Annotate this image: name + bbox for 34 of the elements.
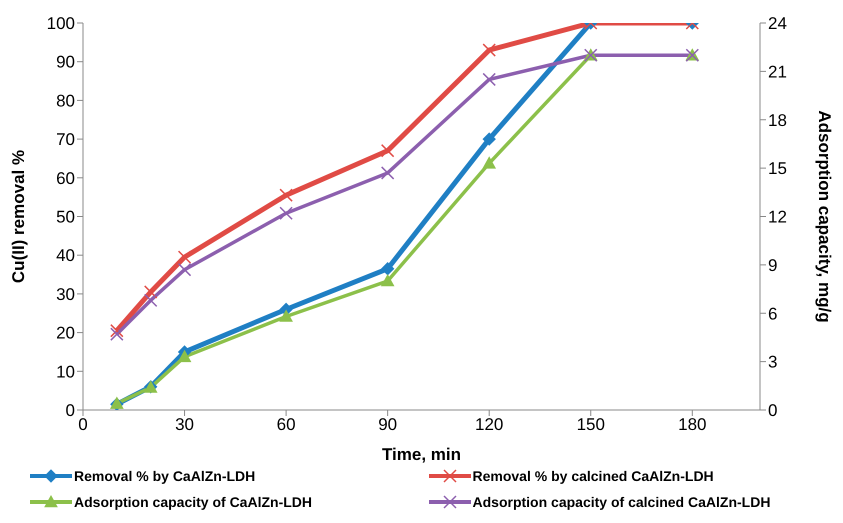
y2-tick-label: 3 (768, 352, 778, 372)
y2-tick-label: 0 (768, 401, 778, 420)
y2-tick-label: 21 (768, 62, 787, 82)
legend-label: Adsorption capacity of calcined CaAlZn-LDH (472, 494, 770, 510)
x-tick-label: 180 (678, 415, 706, 434)
y-tick-label: 10 (56, 362, 75, 382)
y-tick-label: 0 (66, 401, 75, 420)
legend-label: Adsorption capacity of CaAlZn-LDH (74, 494, 312, 510)
y-tick-label: 20 (56, 324, 75, 343)
x-axis-title: Time, min (382, 445, 462, 464)
y-tick-label: 30 (56, 284, 75, 304)
y2-axis-title: Adsorption capacity, mg/g (814, 110, 834, 323)
legend-label: Removal % by CaAlZn-LDH (74, 468, 256, 484)
y-axis-title: Cu(II) removal % (9, 150, 28, 284)
y-tick-label: 90 (56, 52, 75, 72)
x-tick-label: 60 (276, 415, 296, 434)
y2-tick-label: 6 (768, 304, 778, 324)
x-tick-label: 150 (576, 415, 605, 434)
y2-tick-label: 24 (768, 14, 787, 34)
y-tick-label: 50 (56, 208, 75, 227)
y2-tick-label: 9 (768, 256, 778, 275)
y2-tick-label: 15 (768, 159, 787, 178)
y-tick-label: 70 (56, 130, 75, 150)
x-tick-label: 0 (78, 415, 88, 434)
legend-label: Removal % by calcined CaAlZn-LDH (472, 468, 714, 484)
y-tick-label: 40 (56, 246, 75, 266)
y-tick-label: 80 (56, 91, 75, 110)
y2-tick-label: 12 (768, 208, 787, 227)
y-tick-label: 60 (56, 168, 75, 188)
x-tick-label: 30 (175, 415, 194, 434)
y-tick-label: 100 (46, 14, 75, 34)
y2-tick-label: 18 (768, 110, 787, 130)
x-tick-label: 90 (378, 415, 398, 434)
x-tick-label: 120 (475, 415, 504, 434)
